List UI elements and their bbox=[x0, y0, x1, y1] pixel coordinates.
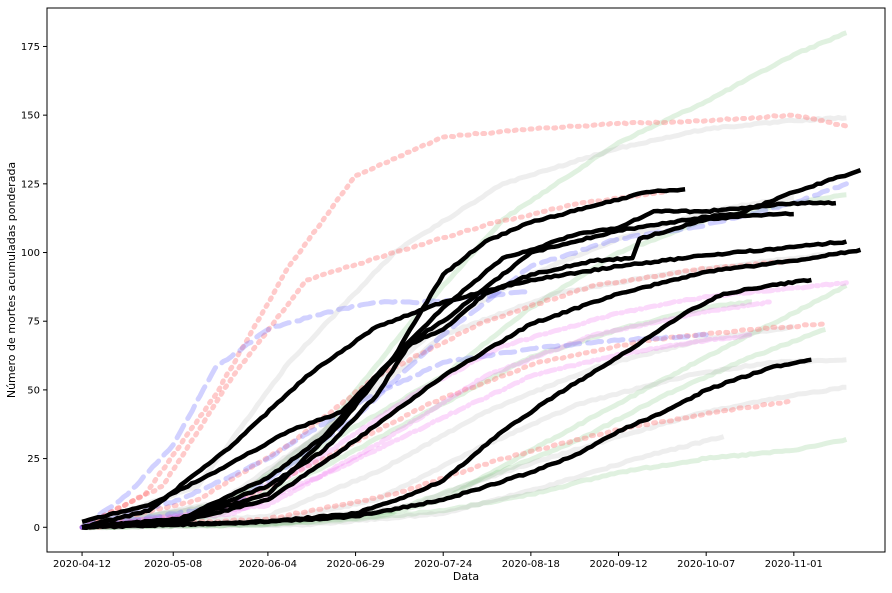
x-tick-label: 2020-09-12 bbox=[589, 559, 647, 570]
y-tick-label: 75 bbox=[27, 317, 40, 328]
x-tick-label: 2020-10-07 bbox=[677, 559, 735, 570]
series-line-red-23 bbox=[79, 258, 797, 530]
series-line-blue-30 bbox=[79, 332, 709, 530]
series-line-red-21 bbox=[79, 112, 849, 530]
x-tick-label: 2020-07-24 bbox=[414, 559, 472, 570]
series-line-gray-14 bbox=[81, 115, 847, 530]
series-line-red-24 bbox=[79, 321, 828, 530]
x-tick-label: 2020-08-18 bbox=[502, 559, 560, 570]
y-tick-label: 125 bbox=[21, 179, 40, 190]
x-tick-label: 2020-06-04 bbox=[239, 559, 297, 570]
y-tick-label: 0 bbox=[34, 523, 40, 534]
y-tick-label: 175 bbox=[21, 42, 40, 53]
series-line-black-5 bbox=[81, 247, 862, 531]
x-tick-label: 2020-05-08 bbox=[144, 559, 202, 570]
series-layer bbox=[79, 30, 862, 531]
x-tick-label: 2020-04-12 bbox=[53, 559, 111, 570]
y-tick-label: 150 bbox=[21, 111, 40, 122]
x-tick-label: 2020-11-01 bbox=[765, 559, 823, 570]
y-axis-label: Número de mortes acumuladas ponderada bbox=[5, 162, 18, 398]
x-axis-label: Data bbox=[453, 570, 479, 583]
series-line-red-22 bbox=[79, 189, 667, 530]
series-line-blue-31 bbox=[79, 181, 849, 530]
series-line-black-0 bbox=[81, 239, 848, 530]
series-line-black-7 bbox=[81, 357, 812, 530]
axes-layer: 0 25 50 75 100 125 150 175 2020-04-12 2020-05-08 2… bbox=[21, 42, 823, 570]
series-line-black-3 bbox=[81, 167, 862, 530]
series-line-black-4 bbox=[81, 211, 794, 530]
plot-area-frame bbox=[46, 7, 886, 553]
series-line-black-2 bbox=[81, 200, 837, 530]
y-tick-label: 25 bbox=[27, 454, 40, 465]
x-tick-label: 2020-06-29 bbox=[326, 559, 384, 570]
y-tick-label: 50 bbox=[27, 385, 40, 396]
y-tick-label: 100 bbox=[21, 248, 40, 259]
series-line-gray-20 bbox=[81, 324, 795, 530]
